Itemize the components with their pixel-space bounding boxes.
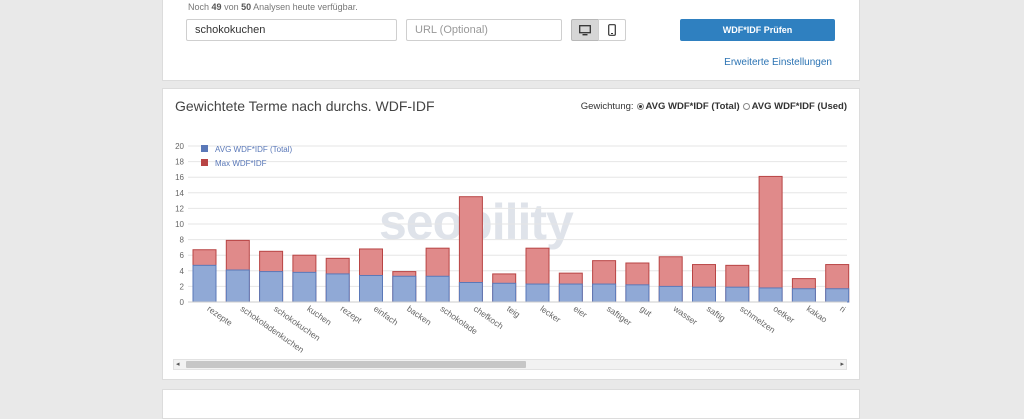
quota-text: Noch 49 von 50 Analysen heute verfügbar. [188, 2, 358, 12]
keyword-input[interactable] [186, 19, 397, 41]
bar-avg-kakao [791, 288, 816, 303]
x-tick-label: kakao [805, 303, 830, 324]
y-tick-label: 16 [175, 173, 184, 182]
x-tick-label: schmelzen [738, 303, 777, 335]
x-tick-label: backen [405, 303, 433, 327]
bar-avg-kuchen [292, 271, 317, 303]
analysis-form-panel: Noch 49 von 50 Analysen heute verfügbar.… [162, 0, 860, 81]
bar-avg-schokolade [425, 275, 450, 303]
bar-avg-rezepte [192, 264, 217, 303]
desktop-icon [579, 24, 591, 35]
y-tick-label: 8 [180, 236, 185, 245]
bar-avg-lecker [525, 283, 550, 303]
radio-avg-used[interactable] [742, 103, 750, 110]
mobile-icon [608, 24, 616, 36]
mobile-toggle-button[interactable] [598, 19, 626, 41]
next-panel [162, 389, 860, 419]
bar-avg-schmelzen [725, 286, 750, 303]
url-input[interactable] [406, 19, 562, 41]
radio-avg-total[interactable] [636, 103, 644, 110]
bar-avg-schokokuchen [259, 271, 284, 303]
legend-label: Max WDF*IDF [215, 159, 267, 168]
bar-avg-ri [825, 288, 850, 303]
y-tick-label: 20 [175, 142, 184, 151]
bar-avg-rezept [325, 273, 350, 303]
bar-avg-saftig [692, 286, 716, 303]
advanced-settings-link[interactable]: Erweiterte Einstellungen [724, 57, 832, 68]
y-tick-label: 4 [180, 267, 185, 276]
legend-label: AVG WDF*IDF (Total) [215, 145, 293, 154]
x-tick-label: teig [505, 303, 522, 319]
scrollbar-thumb[interactable] [186, 361, 526, 368]
x-tick-label: lecker [538, 303, 562, 324]
bar-avg-eier [558, 283, 583, 303]
y-tick-label: 6 [180, 251, 185, 260]
x-tick-label: gut [638, 303, 654, 318]
quota-used: 49 [211, 2, 222, 12]
weighting-label: Gewichtung: [580, 101, 634, 112]
quota-suffix: Analysen heute verfügbar. [253, 2, 358, 12]
x-tick-label: wasser [671, 303, 700, 327]
option-avg-total-label[interactable]: AVG WDF*IDF (Total) [645, 101, 740, 112]
desktop-toggle-button[interactable] [571, 19, 599, 41]
x-tick-label: saftiger [605, 303, 634, 327]
bar-avg-schokoladenkuchen [225, 269, 250, 303]
x-tick-label: kuchen [305, 303, 333, 327]
bar-avg-backen [392, 275, 417, 303]
chart-panel: Gewichtete Terme nach durchs. WDF-IDF Ge… [162, 88, 860, 380]
bar-max-oetker [758, 175, 783, 303]
bar-avg-wasser [658, 285, 683, 303]
quota-mid: von [224, 2, 239, 12]
x-tick-label: rezepte [205, 303, 234, 328]
y-tick-label: 12 [175, 204, 184, 213]
bar-avg-teig [492, 282, 517, 303]
bar-avg-chefkoch [458, 282, 483, 303]
bar-avg-saftiger [592, 283, 617, 303]
y-tick-label: 14 [175, 189, 184, 198]
bar-avg-einfach [359, 274, 383, 303]
legend-swatch [201, 159, 208, 166]
x-tick-label: einfach [372, 303, 400, 327]
y-tick-label: 18 [175, 158, 184, 167]
x-tick-label: oetker [771, 303, 796, 325]
chart-horizontal-scrollbar[interactable]: ◂ ▸ [173, 359, 847, 370]
y-tick-label: 10 [175, 220, 184, 229]
x-tick-label: ri [838, 303, 848, 314]
scroll-right-arrow-icon[interactable]: ▸ [840, 361, 844, 368]
chart-title: Gewichtete Terme nach durchs. WDF-IDF [175, 98, 435, 114]
wdf-idf-check-button[interactable]: WDF*IDF Prüfen [680, 19, 835, 41]
y-tick-label: 0 [180, 298, 185, 307]
scroll-left-arrow-icon[interactable]: ◂ [176, 361, 180, 368]
x-tick-label: saftig [705, 303, 728, 323]
bar-avg-gut [625, 284, 650, 303]
y-tick-label: 2 [180, 282, 185, 291]
x-tick-label: rezept [339, 303, 365, 325]
weighting-options: Gewichtung: AVG WDF*IDF (Total) AVG WDF*… [581, 101, 847, 112]
bar-avg-oetker [758, 287, 783, 303]
option-avg-used-label[interactable]: AVG WDF*IDF (Used) [751, 101, 847, 112]
x-tick-label: eier [572, 303, 589, 319]
legend-swatch [201, 145, 208, 152]
quota-total: 50 [241, 2, 252, 12]
quota-prefix: Noch [188, 2, 210, 12]
